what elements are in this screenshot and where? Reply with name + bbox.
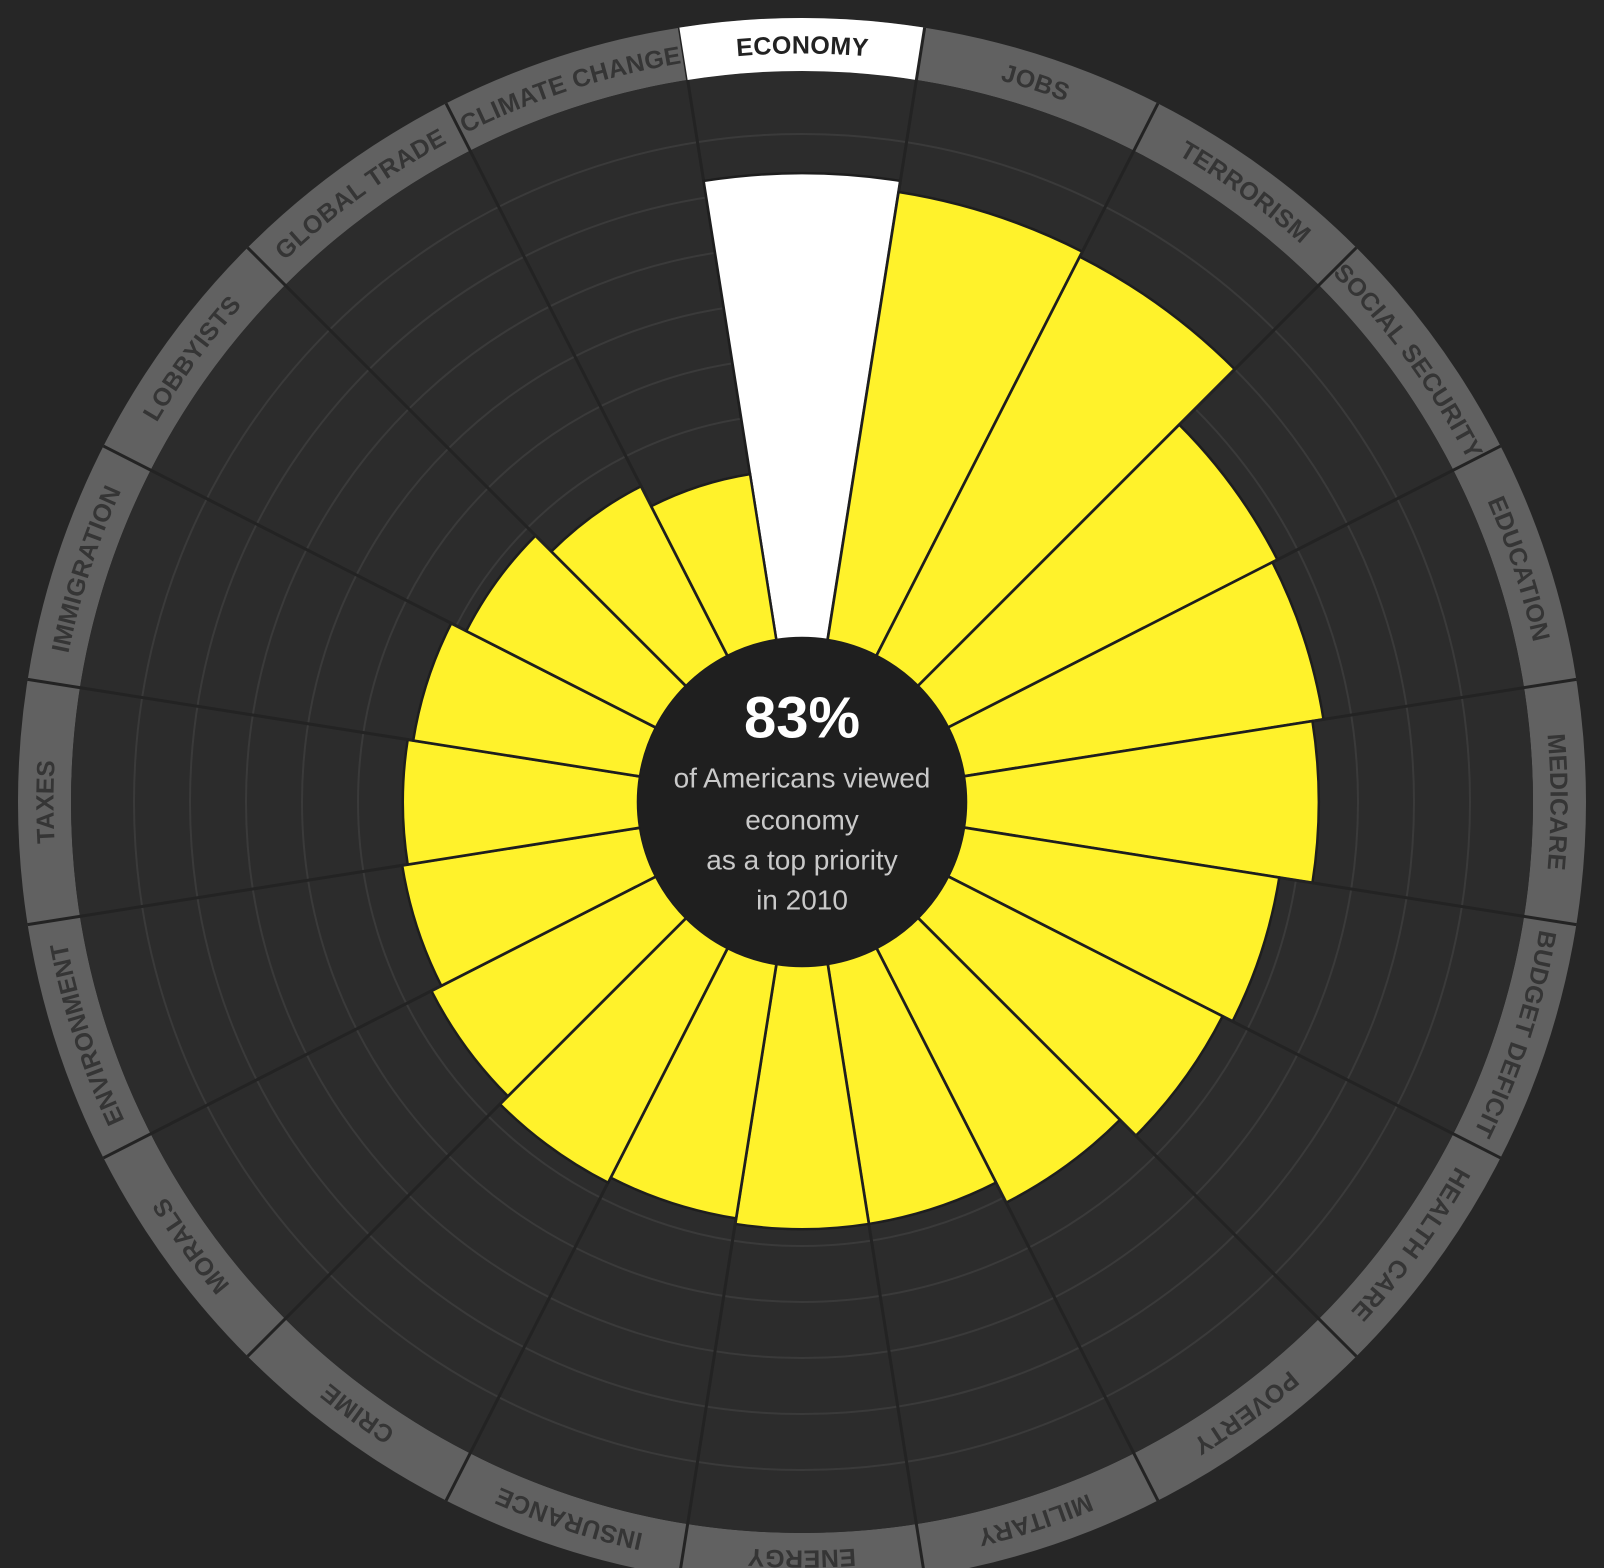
center-caption: in 2010: [756, 884, 848, 915]
category-label: ENERGY: [747, 1543, 857, 1568]
grid-ring: [133, 133, 1471, 1471]
center-value: 83%: [744, 685, 860, 750]
center-caption: economy: [745, 804, 859, 835]
center-caption: as a top priority: [706, 844, 897, 875]
category-label-path: MEDICARE: [1541, 733, 1572, 872]
category-label: TAXES: [31, 759, 60, 844]
center-hole: [638, 638, 966, 966]
category-label-path: ECONOMY: [735, 31, 869, 62]
category-label: ECONOMY: [735, 31, 870, 62]
center-caption: of Americans viewed: [674, 762, 931, 793]
label-highlight: [679, 17, 925, 80]
category-label-path: TAXES: [31, 759, 60, 844]
category-label-path: ENERGY: [747, 1543, 857, 1568]
category-label: MEDICARE: [1541, 733, 1572, 872]
